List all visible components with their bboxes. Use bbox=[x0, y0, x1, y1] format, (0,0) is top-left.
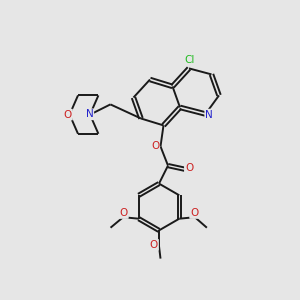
Text: N: N bbox=[205, 110, 213, 120]
Text: N: N bbox=[85, 109, 93, 119]
Text: O: O bbox=[190, 208, 198, 218]
Text: O: O bbox=[64, 110, 72, 120]
Text: O: O bbox=[120, 208, 128, 218]
Text: Cl: Cl bbox=[184, 55, 195, 65]
Text: O: O bbox=[151, 141, 159, 151]
Text: O: O bbox=[150, 240, 158, 250]
Text: O: O bbox=[185, 163, 193, 173]
